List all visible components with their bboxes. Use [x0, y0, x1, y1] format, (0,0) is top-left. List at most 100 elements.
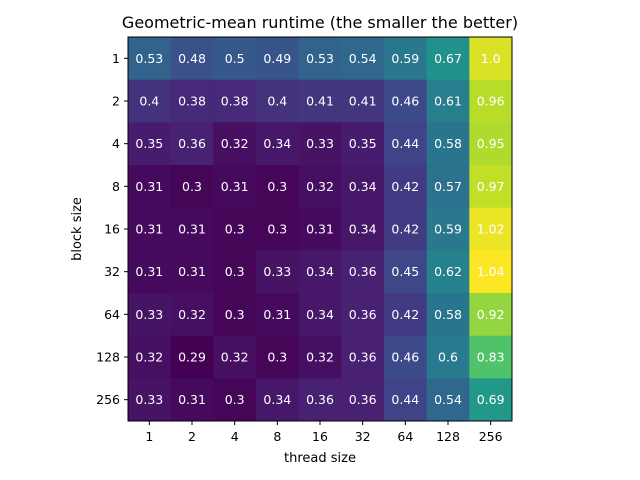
- cell-value-label: 0.3: [267, 222, 287, 237]
- cell-value-label: 0.3: [182, 179, 202, 194]
- heatmap-cell: [384, 207, 428, 251]
- cell-value-label: 0.31: [221, 179, 249, 194]
- heatmap-cell: [213, 37, 257, 81]
- cell-value-label: 0.36: [349, 264, 377, 279]
- cell-value-label: 0.31: [306, 222, 334, 237]
- cell-value-label: 0.3: [267, 179, 287, 194]
- cell-value-label: 0.44: [391, 392, 419, 407]
- cell-value-label: 1.04: [477, 264, 505, 279]
- chart-title: Geometric-mean runtime (the smaller the …: [122, 13, 518, 32]
- cell-value-label: 0.46: [391, 94, 419, 109]
- heatmap-cell: [128, 335, 172, 379]
- heatmap-cells: [128, 37, 513, 422]
- heatmap-cell: [256, 79, 300, 123]
- cell-value-label: 0.97: [477, 179, 505, 194]
- y-tick-label: 128: [96, 350, 120, 365]
- cell-value-label: 0.59: [391, 51, 419, 66]
- heatmap-cell: [128, 37, 172, 81]
- x-tick-label: 1: [145, 429, 153, 444]
- x-tick-label: 16: [312, 429, 328, 444]
- heatmap-cell: [213, 293, 257, 337]
- cell-value-label: 0.32: [178, 307, 206, 322]
- heatmap-cell: [469, 122, 513, 166]
- cell-value-label: 0.48: [178, 51, 206, 66]
- x-tick-label: 2: [188, 429, 196, 444]
- heatmap-cell: [213, 165, 257, 209]
- heatmap-cell: [170, 378, 214, 422]
- cell-value-label: 0.31: [135, 264, 163, 279]
- cell-value-label: 0.33: [135, 307, 163, 322]
- cell-value-label: 0.42: [391, 307, 419, 322]
- y-tick-label: 4: [112, 136, 120, 151]
- cell-value-label: 0.31: [135, 179, 163, 194]
- cell-value-label: 0.83: [477, 350, 505, 365]
- heatmap-cell: [298, 79, 342, 123]
- heatmap-cell: [213, 79, 257, 123]
- cell-value-label: 0.53: [135, 51, 163, 66]
- heatmap-cell: [170, 335, 214, 379]
- heatmap-cell: [426, 378, 470, 422]
- heatmap-cell: [213, 378, 257, 422]
- cell-value-label: 0.62: [434, 264, 462, 279]
- x-axis-label: thread size: [284, 451, 356, 466]
- heatmap-cell: [384, 378, 428, 422]
- y-axis-label: block size: [70, 197, 85, 261]
- heatmap-cell: [170, 293, 214, 337]
- heatmap-cell: [384, 165, 428, 209]
- heatmap-cell: [128, 79, 172, 123]
- cell-value-label: 0.35: [349, 136, 377, 151]
- cell-value-label: 0.33: [306, 136, 334, 151]
- x-tick-label: 32: [355, 429, 371, 444]
- heatmap-cell: [341, 122, 385, 166]
- cell-value-label: 0.3: [225, 307, 245, 322]
- heatmap-cell: [256, 122, 300, 166]
- heatmap-cell: [469, 79, 513, 123]
- cell-value-label: 0.38: [221, 94, 249, 109]
- heatmap-cell: [384, 335, 428, 379]
- heatmap-cell: [384, 79, 428, 123]
- heatmap-cell: [256, 37, 300, 81]
- heatmap-cell: [298, 207, 342, 251]
- cell-value-label: 0.44: [391, 136, 419, 151]
- cell-value-label: 0.32: [306, 350, 334, 365]
- heatmap-cell: [128, 378, 172, 422]
- cell-value-label: 0.59: [434, 222, 462, 237]
- cell-value-label: 0.57: [434, 179, 462, 194]
- cell-value-label: 0.54: [434, 392, 462, 407]
- heatmap-cell: [298, 335, 342, 379]
- cell-value-label: 0.54: [349, 51, 377, 66]
- y-tick-label: 16: [104, 222, 120, 237]
- cell-value-label: 0.32: [221, 136, 249, 151]
- cell-value-label: 0.32: [221, 350, 249, 365]
- heatmap-cell: [298, 378, 342, 422]
- heatmap-cell: [256, 207, 300, 251]
- heatmap-cell: [128, 207, 172, 251]
- heatmap-cell: [170, 207, 214, 251]
- cell-value-label: 0.3: [267, 350, 287, 365]
- heatmap-cell: [341, 250, 385, 294]
- heatmap-cell: [298, 122, 342, 166]
- heatmap-cell: [426, 293, 470, 337]
- heatmap-cell: [426, 79, 470, 123]
- y-tick-label: 32: [104, 264, 120, 279]
- heatmap-cell: [128, 165, 172, 209]
- heatmap-cell: [341, 165, 385, 209]
- cell-value-label: 0.95: [477, 136, 505, 151]
- heatmap-cell: [426, 335, 470, 379]
- heatmap-cell: [426, 122, 470, 166]
- heatmap-cell: [256, 250, 300, 294]
- cell-value-label: 0.67: [434, 51, 462, 66]
- cell-value-label: 0.29: [178, 350, 206, 365]
- cell-value-label: 0.36: [178, 136, 206, 151]
- heatmap-cell: [170, 37, 214, 81]
- heatmap-cell: [384, 293, 428, 337]
- cell-value-label: 0.3: [225, 222, 245, 237]
- heatmap-cell: [469, 207, 513, 251]
- heatmap-cell: [426, 250, 470, 294]
- cell-value-label: 0.58: [434, 307, 462, 322]
- cell-value-label: 0.31: [178, 392, 206, 407]
- y-tick-label: 8: [112, 179, 120, 194]
- cell-value-label: 0.38: [178, 94, 206, 109]
- cell-value-label: 0.33: [263, 264, 291, 279]
